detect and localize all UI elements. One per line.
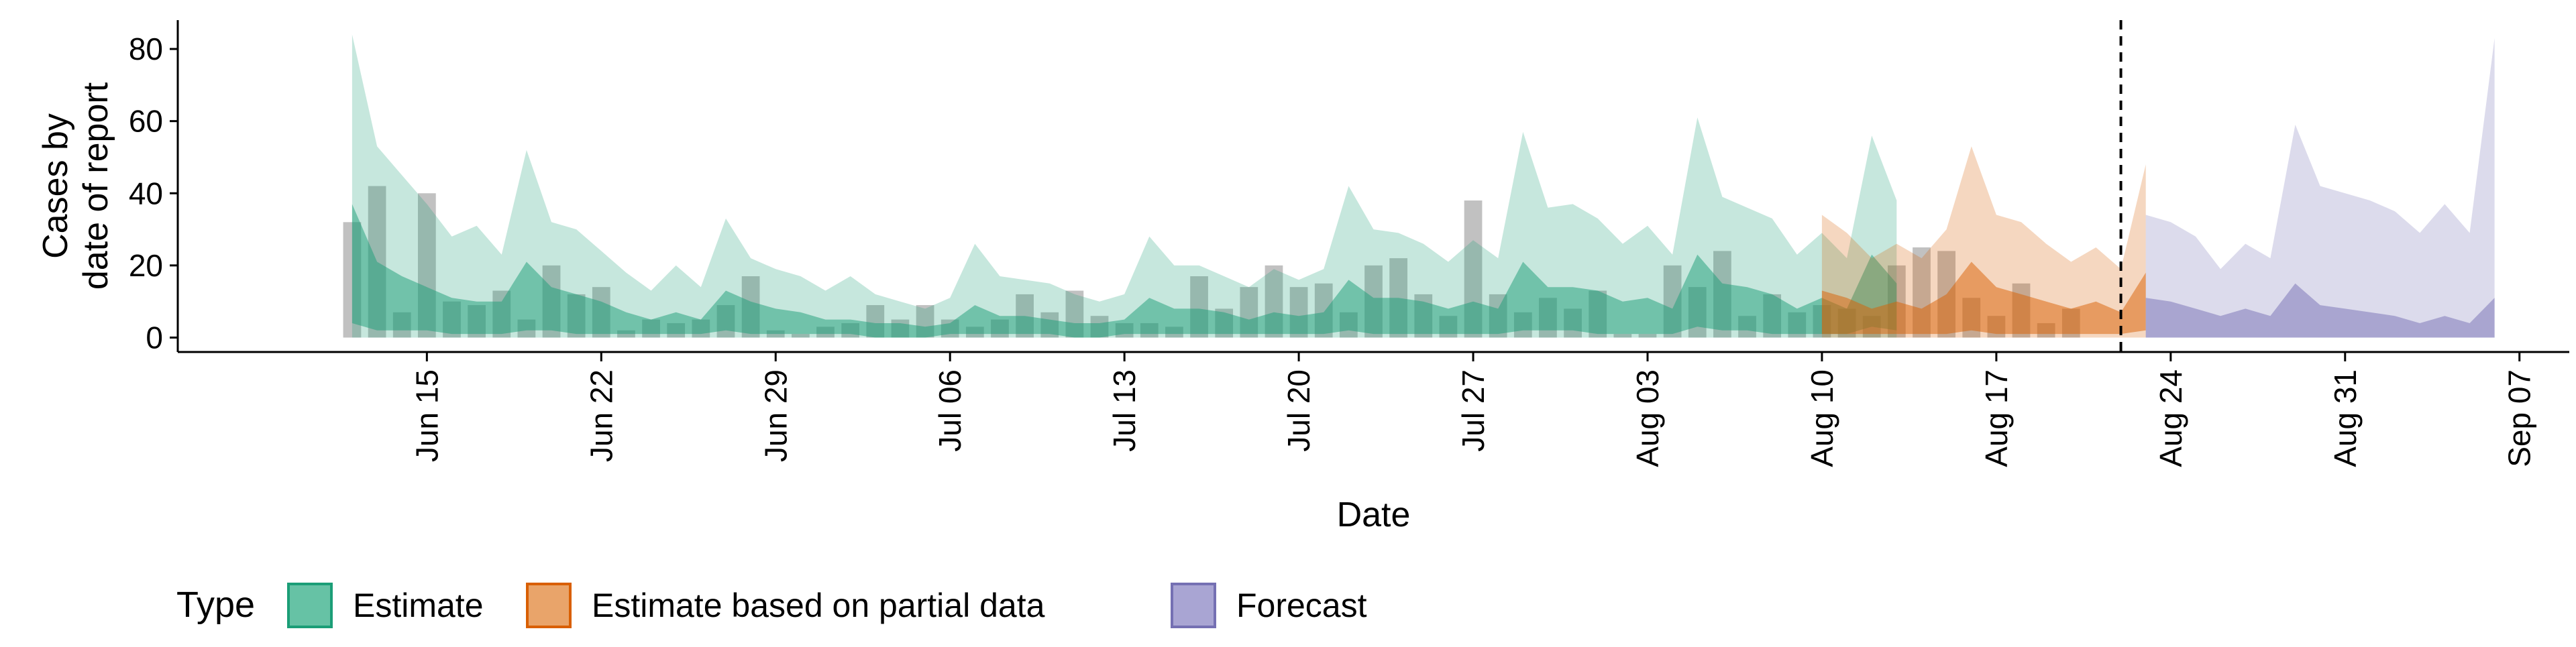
x-tick-label: Jun 22	[584, 369, 619, 462]
x-tick-label: Aug 10	[1805, 369, 1839, 467]
axes: 0 20 40 60 80 Jun 15 Jun 22 Jun 29 Jul 06 Jul 13…	[129, 20, 2569, 467]
legend-swatch	[526, 583, 572, 628]
y-ticks: 0 20 40 60 80	[129, 32, 178, 355]
x-axis-label: Date	[1337, 495, 1411, 534]
forecast-outer-band	[2145, 38, 2495, 338]
estimate-ribbons	[352, 34, 2495, 338]
legend-swatch	[287, 583, 333, 628]
y-tick-label: 20	[129, 248, 163, 283]
legend-item-estimate: Estimate	[287, 583, 484, 628]
x-ticks: Jun 15 Jun 22 Jun 29 Jul 06 Jul 13 Jul 20 Jul …	[409, 352, 2537, 467]
estimate-outer-band	[352, 34, 1897, 338]
legend: Type Estimate Estimate based on partial da…	[176, 583, 1367, 628]
x-tick-label: Jul 06	[932, 369, 967, 452]
y-axis-label-line: Cases by	[36, 113, 75, 259]
x-tick-label: Aug 03	[1630, 369, 1665, 467]
x-tick-label: Jul 27	[1456, 369, 1491, 452]
legend-item-forecast: Forecast	[1171, 583, 1367, 628]
x-tick-label: Aug 31	[2328, 369, 2363, 467]
x-tick-label: Aug 17	[1979, 369, 2014, 467]
x-tick-label: Aug 24	[2153, 369, 2188, 467]
x-tick-label: Jun 29	[758, 369, 793, 462]
legend-item-estimate-based-on-partial-data: Estimate based on partial data	[526, 583, 1045, 628]
estimate-based-on-partial-data-outer-band	[1821, 146, 2146, 338]
y-tick-label: 80	[129, 32, 163, 66]
legend-label: Estimate	[353, 587, 484, 624]
estimate-based-on-partial-data-inner-band	[1821, 261, 2146, 335]
reported-cases-bar	[1613, 334, 1632, 338]
y-axis-label: Cases bydate of report	[36, 82, 115, 290]
y-tick-label: 60	[129, 104, 163, 139]
legend-title: Type	[176, 585, 255, 625]
forecast-inner-band	[2145, 283, 2495, 338]
x-tick-label: Jul 20	[1281, 369, 1316, 452]
y-axis-label-line: date of report	[76, 82, 115, 290]
x-tick-label: Sep 07	[2502, 369, 2537, 467]
legend-label: Forecast	[1236, 587, 1367, 624]
y-tick-label: 0	[146, 320, 163, 355]
legend-swatch	[1171, 583, 1216, 628]
y-tick-label: 40	[129, 176, 163, 211]
x-tick-label: Jun 15	[409, 369, 444, 462]
x-tick-label: Jul 13	[1107, 369, 1142, 452]
estimate-inner-band	[352, 204, 1897, 338]
reported-cases-bar	[1638, 334, 1657, 338]
legend-label: Estimate based on partial data	[592, 587, 1045, 624]
reported-cases-bar	[792, 334, 810, 338]
